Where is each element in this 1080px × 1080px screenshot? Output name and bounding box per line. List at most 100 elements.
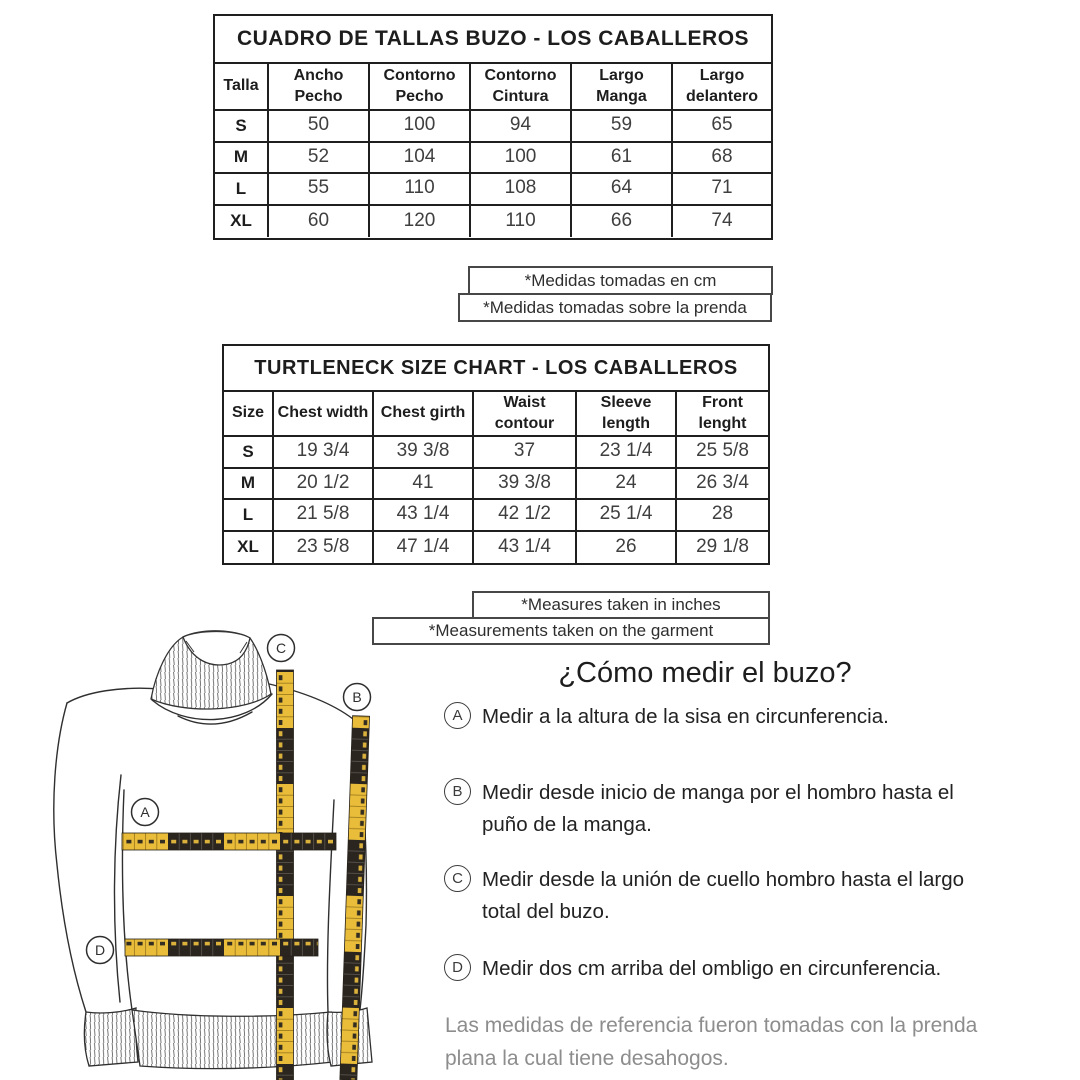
diagram-markers: A B C D bbox=[85, 633, 372, 965]
column-header: Sleeve length bbox=[577, 392, 677, 437]
size-table-cm-grid: Talla Ancho Pecho Contorno Pecho Contorno C… bbox=[215, 64, 771, 237]
table-cell: M bbox=[224, 468, 274, 500]
table-cell: 47 1/4 bbox=[374, 531, 474, 563]
note-measures-garment-en: *Measurements taken on the garment bbox=[372, 617, 770, 645]
table-cell: 120 bbox=[370, 205, 471, 237]
size-table-cm: CUADRO DE TALLAS BUZO - LOS CABALLEROS T… bbox=[213, 14, 773, 240]
tape-c-vertical bbox=[276, 669, 294, 1080]
table-cell: 100 bbox=[370, 111, 471, 143]
sweater-collar bbox=[150, 630, 272, 710]
howto-step-b: B Medir desde inicio de manga por el hom… bbox=[444, 777, 976, 841]
table-cell: 26 bbox=[577, 531, 677, 563]
svg-text:C: C bbox=[276, 640, 286, 656]
table-cell: L bbox=[215, 174, 269, 206]
table-cell: 110 bbox=[370, 174, 471, 206]
table-cell: 25 5/8 bbox=[677, 437, 768, 469]
sweater-measurement-diagram: A B C D bbox=[53, 630, 373, 1080]
tape-d-horizontal bbox=[124, 938, 319, 957]
note-measures-garment-es: *Medidas tomadas sobre la prenda bbox=[458, 293, 772, 322]
marker-a: A bbox=[130, 797, 160, 827]
svg-text:D: D bbox=[95, 942, 105, 958]
sweater-ribbing bbox=[83, 1007, 373, 1070]
column-header: Contorno Pecho bbox=[370, 64, 471, 111]
table-cell: 100 bbox=[471, 142, 572, 174]
howto-step-c: C Medir desde la unión de cuello hombro … bbox=[444, 864, 976, 928]
step-letter-badge: B bbox=[444, 778, 471, 805]
table-cell: 50 bbox=[269, 111, 370, 143]
note-measures-cm: *Medidas tomadas en cm bbox=[468, 266, 773, 295]
table-cell: 61 bbox=[572, 142, 673, 174]
column-header: Ancho Pecho bbox=[269, 64, 370, 111]
column-header: Chest width bbox=[274, 392, 374, 437]
table-cell: L bbox=[224, 500, 274, 532]
table-cell: 43 1/4 bbox=[374, 500, 474, 532]
step-text: Medir a la altura de la sisa en circunfe… bbox=[482, 705, 889, 728]
column-header: Waist contour bbox=[474, 392, 577, 437]
table-cell: 19 3/4 bbox=[274, 437, 374, 469]
marker-b: B bbox=[342, 682, 372, 712]
table-cell: XL bbox=[224, 531, 274, 563]
table-cell: XL bbox=[215, 205, 269, 237]
table-cell: 23 1/4 bbox=[577, 437, 677, 469]
table-cell: 94 bbox=[471, 111, 572, 143]
column-header: Talla bbox=[215, 64, 269, 111]
step-letter-badge: A bbox=[444, 702, 471, 729]
table-cell: 24 bbox=[577, 468, 677, 500]
table-cell: 20 1/2 bbox=[274, 468, 374, 500]
table-cell: 65 bbox=[673, 111, 771, 143]
howto-step-a: A Medir a la altura de la sisa en circun… bbox=[444, 701, 976, 733]
step-text: Medir desde inicio de manga por el hombr… bbox=[482, 781, 954, 836]
marker-d: D bbox=[85, 935, 115, 965]
step-letter-badge: C bbox=[444, 865, 471, 892]
table-cell: 66 bbox=[572, 205, 673, 237]
size-table-inches-grid: Size Chest width Chest girth Waist contou… bbox=[224, 392, 768, 563]
column-header: Largo Manga bbox=[572, 64, 673, 111]
table-cell: 60 bbox=[269, 205, 370, 237]
table-cell: 26 3/4 bbox=[677, 469, 768, 500]
column-header: Chest girth bbox=[374, 392, 474, 437]
table-cell: 25 1/4 bbox=[577, 500, 677, 532]
table-cell: 59 bbox=[572, 111, 673, 143]
table-cell: 110 bbox=[471, 205, 572, 237]
table-cell: 39 3/8 bbox=[374, 437, 474, 469]
table-cell: S bbox=[215, 111, 269, 143]
table-cell: 104 bbox=[370, 142, 471, 174]
table-cell: 71 bbox=[673, 174, 771, 206]
table-cell: 37 bbox=[474, 437, 577, 469]
table-cell: 21 5/8 bbox=[274, 500, 374, 532]
svg-text:A: A bbox=[140, 804, 150, 820]
table-cell: 23 5/8 bbox=[274, 531, 374, 563]
table-cell: 55 bbox=[269, 174, 370, 206]
table-cell: 68 bbox=[673, 143, 771, 174]
size-table-cm-title: CUADRO DE TALLAS BUZO - LOS CABALLEROS bbox=[215, 16, 771, 64]
table-cell: 42 1/2 bbox=[474, 500, 577, 532]
column-header: Contorno Cintura bbox=[471, 64, 572, 111]
table-cell: 64 bbox=[572, 174, 673, 206]
table-cell: M bbox=[215, 142, 269, 174]
sweater-outline bbox=[53, 682, 368, 1019]
howto-step-d: D Medir dos cm arriba del ombligo en cir… bbox=[444, 953, 976, 985]
step-text: Medir desde la unión de cuello hombro ha… bbox=[482, 868, 965, 923]
marker-c: C bbox=[266, 633, 296, 663]
size-table-inches-title: TURTLENECK SIZE CHART - LOS CABALLEROS bbox=[224, 346, 768, 392]
table-cell: S bbox=[224, 437, 274, 469]
column-header: Front lenght bbox=[677, 392, 768, 437]
column-header: Size bbox=[224, 392, 274, 437]
table-cell: 41 bbox=[374, 468, 474, 500]
step-text: Medir dos cm arriba del ombligo en circu… bbox=[482, 957, 942, 980]
table-cell: 28 bbox=[677, 500, 768, 532]
table-cell: 74 bbox=[711, 209, 733, 231]
step-letter-badge: D bbox=[444, 954, 471, 981]
size-table-inches: TURTLENECK SIZE CHART - LOS CABALLEROS S… bbox=[222, 344, 770, 565]
svg-text:B: B bbox=[352, 689, 361, 705]
note-measures-inches: *Measures taken in inches bbox=[472, 591, 770, 619]
table-cell: 29 1/8 bbox=[696, 535, 749, 557]
table-cell: 52 bbox=[269, 142, 370, 174]
table-cell: 39 3/8 bbox=[474, 468, 577, 500]
column-header: Largo delantero bbox=[673, 64, 771, 111]
table-cell: 108 bbox=[471, 174, 572, 206]
reference-footnote: Las medidas de referencia fueron tomadas… bbox=[445, 1014, 978, 1070]
tape-a-horizontal bbox=[121, 832, 337, 851]
howto-heading: ¿Cómo medir el buzo? bbox=[558, 657, 852, 689]
